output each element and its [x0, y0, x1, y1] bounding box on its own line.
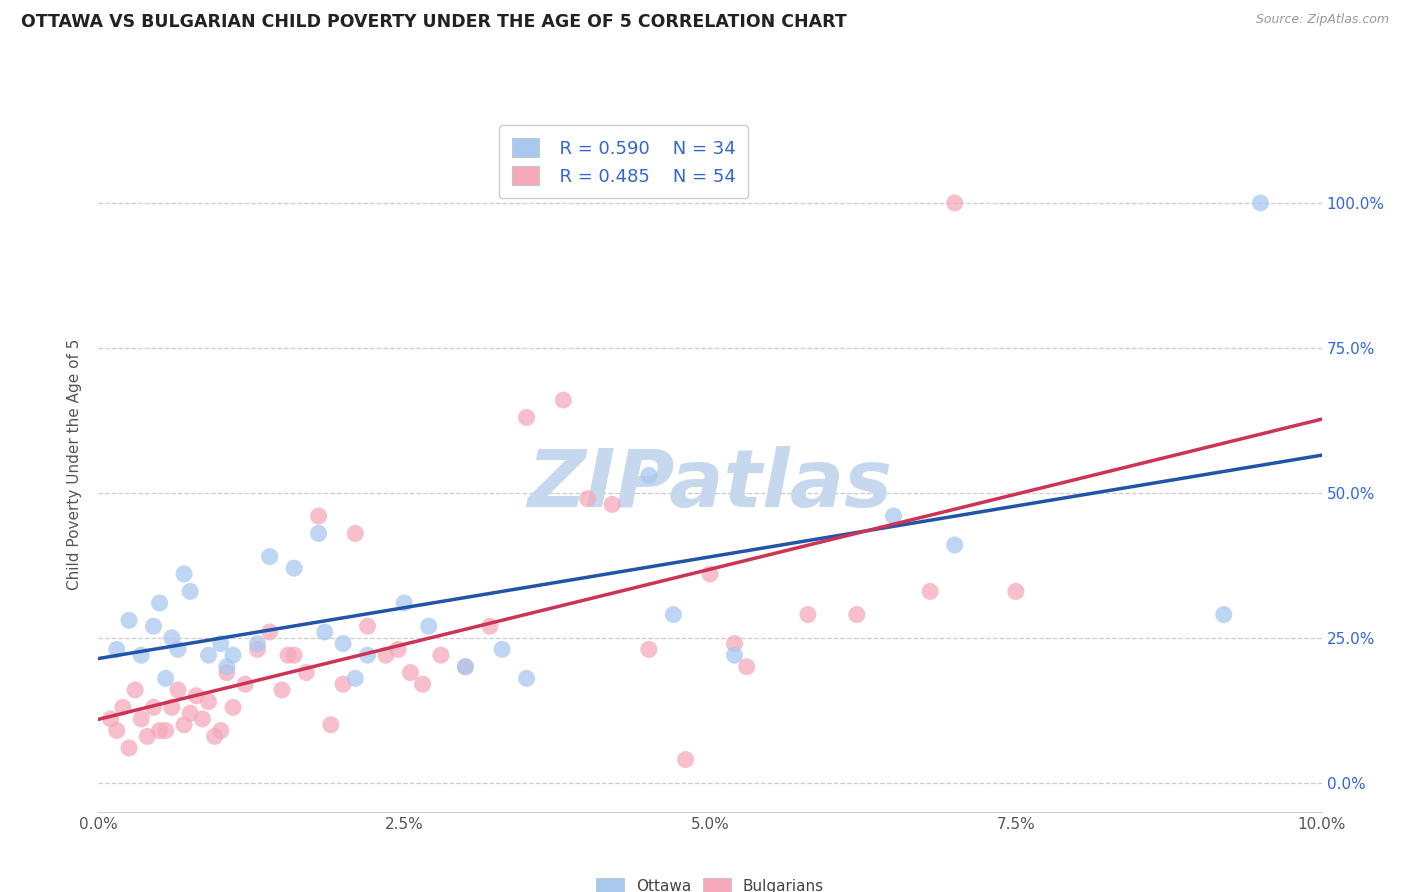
Point	[197, 694, 219, 708]
Point	[454, 660, 477, 674]
Point	[454, 660, 477, 674]
Legend: Ottawa, Bulgarians: Ottawa, Bulgarians	[591, 871, 830, 892]
Point	[222, 700, 245, 714]
Point	[387, 642, 409, 657]
Point	[259, 549, 281, 564]
Point	[735, 660, 758, 674]
Point	[222, 648, 245, 662]
Point	[167, 642, 190, 657]
Point	[111, 700, 134, 714]
Point	[675, 753, 697, 767]
Point	[191, 712, 214, 726]
Point	[155, 723, 177, 738]
Point	[516, 671, 538, 685]
Point	[173, 567, 195, 582]
Point	[638, 642, 661, 657]
Point	[160, 631, 183, 645]
Point	[374, 648, 396, 662]
Point	[943, 196, 966, 211]
Point	[344, 526, 367, 541]
Point	[308, 508, 330, 523]
Point	[167, 683, 190, 698]
Point	[129, 648, 152, 662]
Point	[418, 619, 440, 633]
Point	[600, 498, 623, 512]
Point	[845, 607, 868, 622]
Point	[118, 614, 141, 628]
Point	[179, 706, 201, 721]
Point	[1250, 196, 1272, 211]
Point	[270, 683, 294, 698]
Point	[430, 648, 453, 662]
Point	[105, 723, 128, 738]
Point	[412, 677, 434, 691]
Point	[576, 491, 599, 506]
Point	[314, 624, 336, 639]
Point	[1004, 584, 1026, 599]
Point	[699, 567, 721, 582]
Point	[100, 712, 122, 726]
Point	[246, 637, 269, 651]
Text: Source: ZipAtlas.com: Source: ZipAtlas.com	[1256, 13, 1389, 27]
Point	[215, 665, 238, 680]
Point	[308, 526, 330, 541]
Point	[118, 740, 141, 755]
Text: ZIPatlas: ZIPatlas	[527, 446, 893, 524]
Point	[233, 677, 256, 691]
Point	[356, 619, 378, 633]
Point	[197, 648, 219, 662]
Point	[136, 730, 159, 744]
Point	[283, 561, 305, 575]
Point	[319, 717, 342, 731]
Point	[142, 700, 165, 714]
Point	[179, 584, 201, 599]
Point	[344, 671, 367, 685]
Point	[105, 642, 128, 657]
Point	[124, 683, 146, 698]
Point	[173, 717, 195, 731]
Point	[149, 723, 172, 738]
Point	[797, 607, 820, 622]
Point	[516, 410, 538, 425]
Y-axis label: Child Poverty Under the Age of 5: Child Poverty Under the Age of 5	[67, 338, 83, 590]
Point	[662, 607, 685, 622]
Point	[723, 648, 745, 662]
Point	[295, 665, 318, 680]
Point	[1212, 607, 1234, 622]
Point	[209, 637, 232, 651]
Text: OTTAWA VS BULGARIAN CHILD POVERTY UNDER THE AGE OF 5 CORRELATION CHART: OTTAWA VS BULGARIAN CHILD POVERTY UNDER …	[21, 13, 846, 31]
Point	[332, 637, 354, 651]
Point	[491, 642, 513, 657]
Point	[356, 648, 378, 662]
Point	[392, 596, 416, 610]
Point	[129, 712, 152, 726]
Point	[332, 677, 354, 691]
Point	[553, 392, 575, 407]
Point	[142, 619, 165, 633]
Point	[399, 665, 422, 680]
Point	[943, 538, 966, 552]
Point	[723, 637, 745, 651]
Point	[215, 660, 238, 674]
Point	[160, 700, 183, 714]
Point	[204, 730, 226, 744]
Point	[920, 584, 942, 599]
Point	[283, 648, 305, 662]
Point	[638, 468, 661, 483]
Point	[277, 648, 299, 662]
Point	[149, 596, 172, 610]
Point	[883, 508, 905, 523]
Point	[155, 671, 177, 685]
Point	[259, 624, 281, 639]
Point	[186, 689, 208, 703]
Point	[246, 642, 269, 657]
Point	[478, 619, 501, 633]
Point	[209, 723, 232, 738]
